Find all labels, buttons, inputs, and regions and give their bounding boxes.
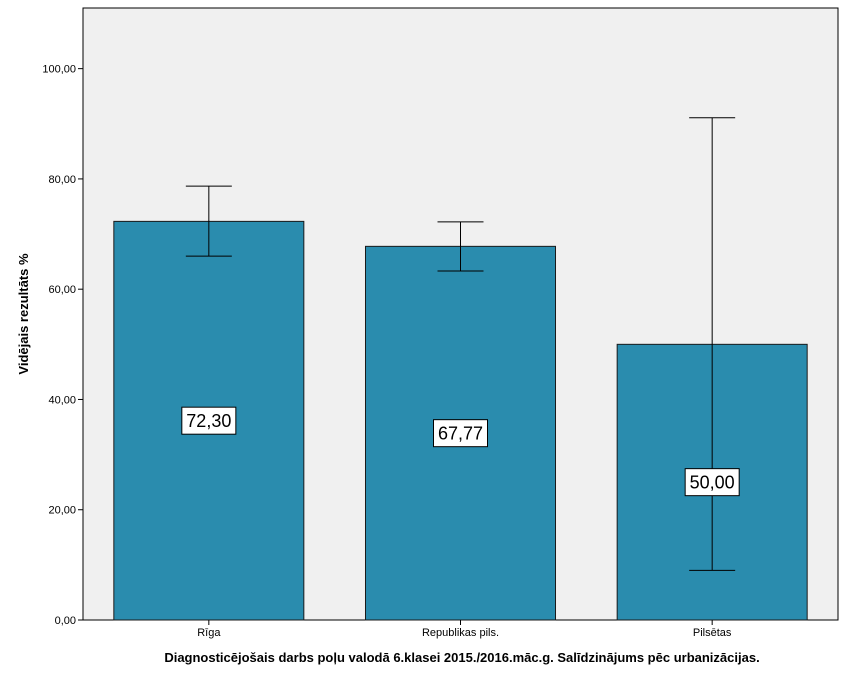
y-axis-title: Vidējais rezultāts % [16,253,31,375]
data-label: 72,30 [186,411,231,431]
x-axis: Rīga Republikas pils. Pilsētas [197,620,732,639]
y-axis: 0,00 20,00 40,00 60,00 80,00 100,00 [42,64,83,627]
x-tick-label: Pilsētas [693,627,732,639]
y-tick-label: 60,00 [48,284,76,296]
y-tick-label: 100,00 [42,64,76,76]
data-label: 50,00 [690,473,735,493]
y-tick-label: 80,00 [48,174,76,186]
y-tick-label: 20,00 [48,505,76,517]
data-label-box [433,419,488,448]
data-label-box [684,468,740,497]
x-tick-label: Rīga [197,627,221,639]
x-axis-title: Diagnosticējošais darbs poļu valodā 6.kl… [164,650,759,665]
x-tick-label: Republikas pils. [422,627,499,639]
data-label-box [181,406,237,435]
y-tick-label: 0,00 [55,615,76,627]
value-labels: 72,30 67,77 50,00 [181,406,740,497]
data-label: 67,77 [438,424,483,444]
y-tick-label: 40,00 [48,394,76,406]
